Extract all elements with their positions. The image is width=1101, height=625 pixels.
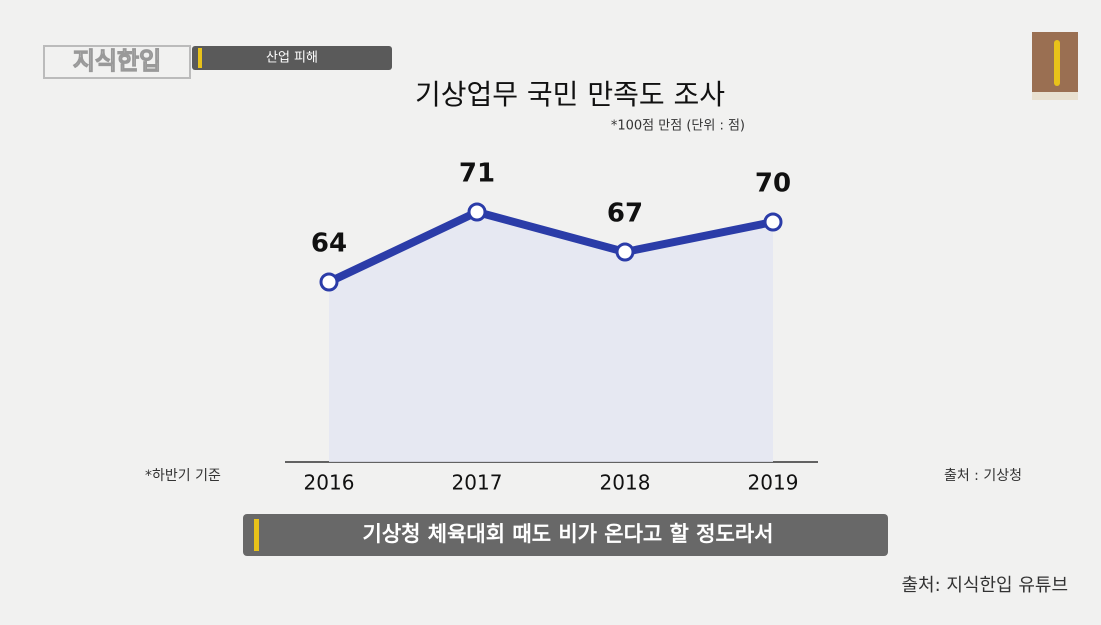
source: 출처 : 기상청 [944,468,1022,484]
caption-bar [243,514,888,556]
logo-box [43,45,191,79]
footnote: *하반기 기준 [145,468,221,484]
caption-stripe [254,519,259,551]
tag-stripe [198,48,202,68]
data-label: 70 [755,169,791,199]
data-label: 71 [459,159,495,189]
data-label: 67 [607,199,643,229]
x-tick-label: 2019 [748,471,799,495]
tag: 산업 피해 [266,51,318,66]
point [319,272,339,292]
point [467,202,487,222]
chart-title: 기상업무 국민 만족도 조사 [415,78,725,111]
x-tick-label: 2018 [600,471,651,495]
area [329,212,773,462]
chart-subtitle: *100점 만점 (단위 : 점) [611,119,745,134]
tag-bar [192,46,392,70]
logo: 지식한입 [73,47,161,75]
credit: 출처: 지식한입 유튜브 [901,575,1068,596]
x-tick-label: 2017 [452,471,503,495]
caption: 기상청 체육대회 때도 비가 온다고 할 정도라서 [363,522,774,546]
point [615,242,635,262]
line [327,208,774,286]
x-tick-label: 2016 [304,471,355,495]
book-icon [1032,32,1078,100]
point [763,212,783,232]
plot: 64 2016 71 2017 67 2018 70 2019 [304,159,799,495]
data-label: 64 [311,229,347,259]
